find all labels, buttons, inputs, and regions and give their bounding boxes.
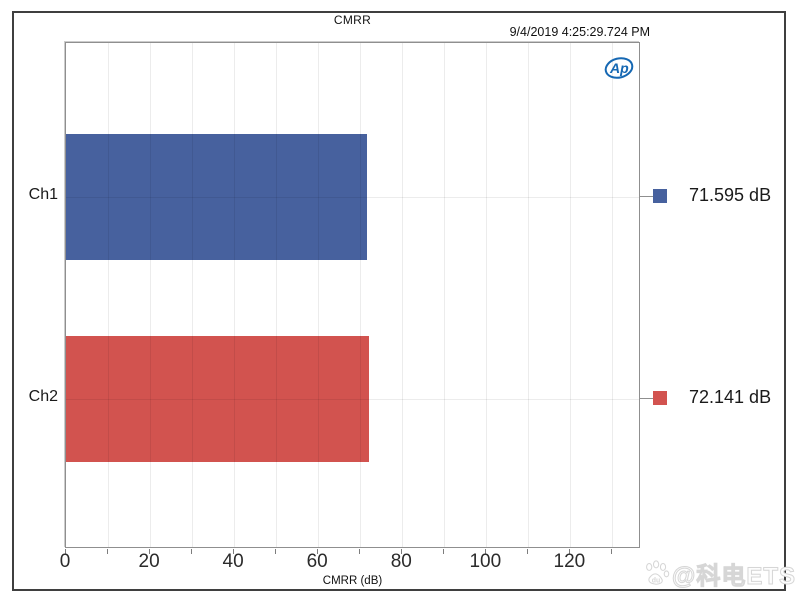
bar-ch1 — [66, 133, 367, 260]
x-tick-label: 20 — [138, 551, 160, 572]
x-axis-tick — [65, 549, 66, 554]
x-tick-label: 100 — [469, 551, 502, 572]
bar-ch2 — [66, 336, 369, 463]
legend-swatch-ch1 — [653, 189, 667, 203]
x-axis-tick — [401, 549, 403, 554]
vertical-gridline — [318, 43, 320, 547]
vertical-gridline — [570, 43, 572, 547]
plot-area — [65, 42, 640, 548]
category-label-ch2: Ch2 — [28, 388, 58, 406]
x-axis-tick — [317, 549, 319, 554]
x-axis-tick — [191, 549, 193, 554]
vertical-gridline — [486, 43, 488, 547]
horizontal-gridline — [66, 197, 639, 198]
ap-logo-text: Ap — [609, 60, 629, 76]
x-axis-tick — [233, 549, 235, 554]
x-tick-label: 0 — [59, 551, 71, 572]
legend-swatch-ch2 — [653, 391, 667, 405]
vertical-gridline — [528, 43, 530, 547]
vertical-gridline — [108, 43, 109, 547]
x-axis-tick — [149, 549, 151, 554]
category-label-ch1: Ch1 — [28, 185, 58, 203]
legend-value-ch2: 72.141 dB — [689, 387, 772, 407]
vertical-gridline — [402, 43, 404, 547]
legend-connector — [640, 196, 653, 197]
x-tick-label: 60 — [306, 551, 328, 572]
paw-icon: du — [646, 560, 670, 585]
vertical-gridline — [276, 43, 278, 547]
chart-title: CMRR — [333, 13, 372, 27]
vertical-gridline — [612, 43, 614, 547]
ap-logo-icon: Ap — [604, 57, 634, 79]
x-tick-label: 80 — [390, 551, 412, 572]
x-axis-tick — [485, 549, 487, 554]
x-axis-tick — [275, 549, 277, 554]
x-tick-label: 40 — [222, 551, 244, 572]
x-axis-title: CMRR (dB) — [322, 575, 383, 587]
x-axis-tick — [443, 549, 445, 554]
vertical-gridline — [192, 43, 194, 547]
vertical-gridline — [234, 43, 236, 547]
x-axis-tick — [611, 549, 613, 554]
vertical-gridline — [360, 43, 362, 547]
x-tick-label: 120 — [553, 551, 586, 572]
vertical-gridline — [444, 43, 446, 547]
horizontal-gridline — [66, 399, 639, 400]
watermark: du @科电ETS — [644, 553, 796, 593]
timestamp: 9/4/2019 4:25:29.724 PM — [509, 25, 650, 39]
watermark-text: @科电ETS — [671, 562, 796, 590]
chart-outer-border — [12, 11, 786, 591]
x-axis-tick — [569, 549, 571, 554]
legend-value-ch1: 71.595 dB — [689, 185, 772, 205]
x-axis-tick — [107, 549, 108, 554]
vertical-gridline — [150, 43, 152, 547]
x-axis-tick — [359, 549, 361, 554]
legend-connector — [640, 398, 653, 399]
x-axis-tick — [527, 549, 529, 554]
paw-icon-text: du — [652, 578, 660, 585]
